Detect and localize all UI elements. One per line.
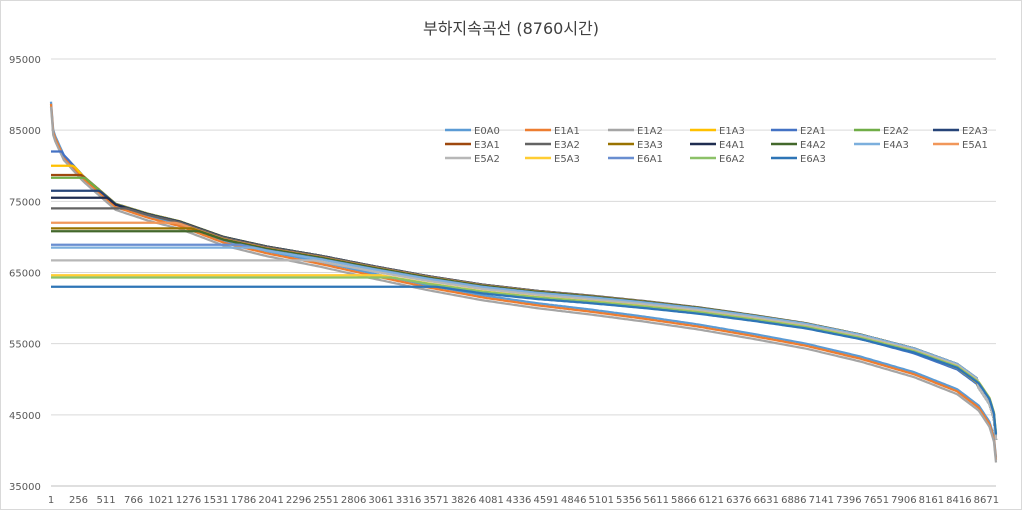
y-tick-label: 85000 (9, 126, 41, 137)
series-line-e1a1 (49, 103, 998, 460)
legend-label-e4a2: E4A2 (800, 140, 826, 151)
y-tick-label: 55000 (9, 340, 41, 351)
x-tick-label: 6631 (754, 495, 779, 506)
y-tick-label: 95000 (9, 55, 41, 66)
x-tick-label: 2551 (313, 495, 338, 506)
x-tick-label: 5101 (589, 495, 614, 506)
x-tick-label: 4336 (506, 495, 531, 506)
legend-label-e2a2: E2A2 (883, 126, 909, 137)
series-line-e0a0 (49, 101, 998, 458)
x-tick-label: 2296 (286, 495, 311, 506)
legend-label-e2a1: E2A1 (800, 126, 826, 137)
legend-label-e0a0: E0A0 (474, 126, 500, 137)
x-tick-label: 4081 (478, 495, 503, 506)
x-tick-label: 1531 (203, 495, 228, 506)
legend-label-e3a2: E3A2 (554, 140, 580, 151)
legend-label-e4a3: E4A3 (883, 140, 909, 151)
x-tick-label: 1786 (231, 495, 256, 506)
legend-label-e6a2: E6A2 (719, 154, 745, 165)
x-tick-label: 2806 (341, 495, 366, 506)
legend-label-e4a1: E4A1 (719, 140, 745, 151)
x-tick-label: 256 (69, 495, 88, 506)
series-line-e1a2 (49, 106, 998, 463)
legend-label-e5a1: E5A1 (962, 140, 988, 151)
legend: E0A0 E1A1 E1A2 E1A3 E2A1 E2A2 E2A3 E3A1 E3A2 E3A3… (445, 126, 988, 165)
y-tick-label: 35000 (9, 482, 41, 493)
legend-label-e1a1: E1A1 (554, 126, 580, 137)
legend-label-e3a1: E3A1 (474, 140, 500, 151)
legend-label-e6a1: E6A1 (637, 154, 663, 165)
x-tick-label: 7906 (891, 495, 916, 506)
x-tick-label: 4591 (533, 495, 558, 506)
legend-label-e6a3: E6A3 (800, 154, 826, 165)
x-tick-label: 1 (48, 495, 54, 506)
x-tick-label: 8671 (974, 495, 999, 506)
x-tick-label: 5356 (616, 495, 641, 506)
y-tick-label: 45000 (9, 411, 41, 422)
x-tick-label: 3316 (396, 495, 421, 506)
y-tick-label: 65000 (9, 269, 41, 280)
x-axis: 1 256 511 766 1021 1276 1531 1786 2041 2296 2551 28… (48, 485, 999, 506)
series-line-e6a3 (51, 285, 998, 435)
series-line-e5a1 (51, 221, 998, 440)
chart-title: 부하지속곡선 (8760시간) (423, 19, 599, 38)
series-line-e3a2 (51, 207, 998, 440)
x-tick-label: 6376 (726, 495, 751, 506)
x-tick-label: 1021 (148, 495, 173, 506)
x-tick-label: 5866 (671, 495, 696, 506)
legend-label-e1a2: E1A2 (637, 126, 663, 137)
gridlines (51, 58, 996, 487)
series-line-e5a2 (51, 259, 998, 440)
x-tick-label: 6886 (781, 495, 806, 506)
legend-label-e1a3: E1A3 (719, 126, 745, 137)
x-tick-label: 3061 (368, 495, 393, 506)
x-tick-label: 8161 (919, 495, 944, 506)
x-tick-label: 7141 (809, 495, 834, 506)
y-axis: 35000 45000 55000 65000 75000 85000 95000 (9, 55, 41, 493)
x-tick-label: 3826 (451, 495, 476, 506)
series-line-e6a1 (51, 243, 998, 440)
legend-label-e3a3: E3A3 (637, 140, 663, 151)
plot-area (49, 101, 998, 463)
legend-label-e5a3: E5A3 (554, 154, 580, 165)
series-line-e4a3 (51, 246, 998, 440)
x-tick-label: 511 (96, 495, 115, 506)
x-tick-label: 2041 (258, 495, 283, 506)
x-tick-label: 1276 (176, 495, 201, 506)
series-line-e3a1 (51, 173, 998, 440)
x-tick-label: 6121 (699, 495, 724, 506)
x-tick-label: 3571 (423, 495, 448, 506)
x-tick-label: 7651 (864, 495, 889, 506)
y-tick-label: 75000 (9, 197, 41, 208)
legend-label-e5a2: E5A2 (474, 154, 500, 165)
series-line-e6a2 (51, 276, 998, 434)
x-tick-label: 5611 (644, 495, 669, 506)
x-tick-label: 4846 (561, 495, 586, 506)
series-line-e2a2 (51, 176, 998, 440)
legend-label-e2a3: E2A3 (962, 126, 988, 137)
x-tick-label: 766 (124, 495, 143, 506)
x-tick-label: 7396 (836, 495, 861, 506)
x-tick-label: 8416 (946, 495, 971, 506)
